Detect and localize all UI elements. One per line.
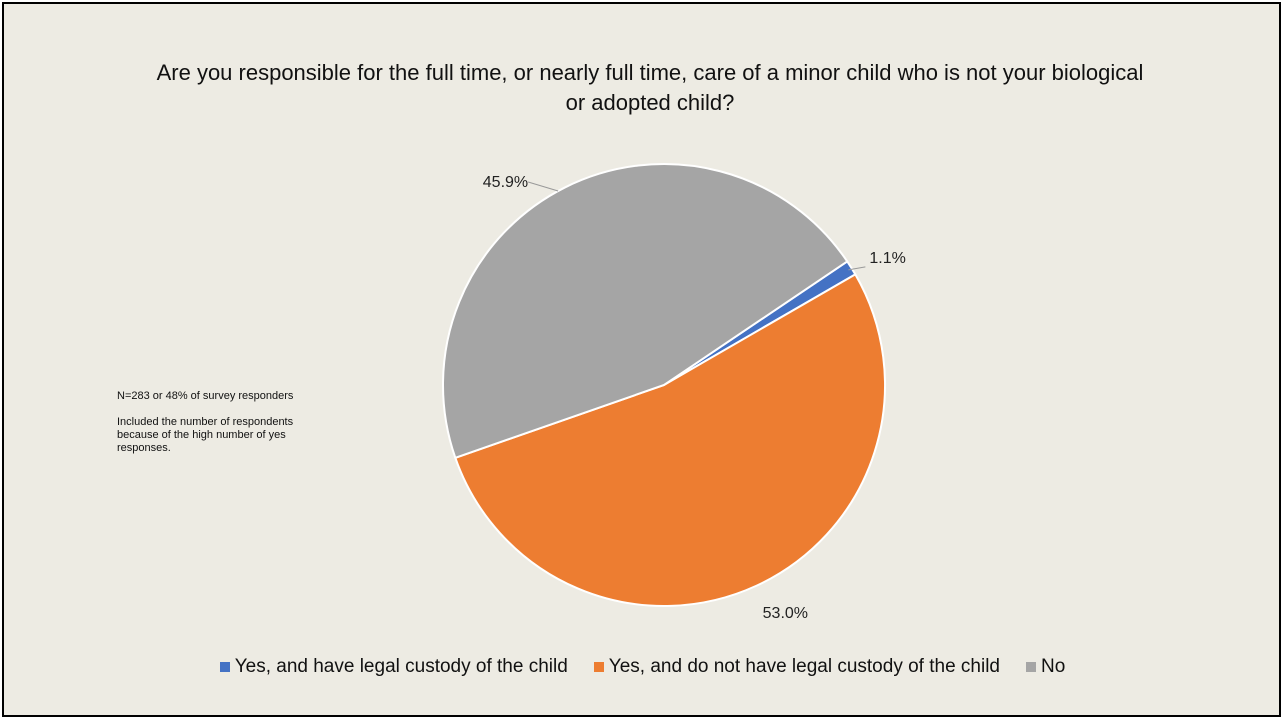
slice-data-label: 53.0% <box>763 605 808 622</box>
slice-data-label: 45.9% <box>483 174 528 191</box>
legend-item: No <box>1026 656 1065 678</box>
legend-swatch <box>220 662 230 672</box>
legend-swatch <box>594 662 604 672</box>
slice-data-label: 1.1% <box>869 250 905 267</box>
legend-item: Yes, and have legal custody of the child <box>220 656 568 678</box>
chart-legend: Yes, and have legal custody of the child… <box>0 656 1285 678</box>
legend-label: Yes, and do not have legal custody of th… <box>609 656 1000 678</box>
legend-label: Yes, and have legal custody of the child <box>235 656 568 678</box>
legend-swatch <box>1026 662 1036 672</box>
slice-leader-line <box>528 182 558 191</box>
legend-item: Yes, and do not have legal custody of th… <box>594 656 1000 678</box>
legend-label: No <box>1041 656 1065 678</box>
